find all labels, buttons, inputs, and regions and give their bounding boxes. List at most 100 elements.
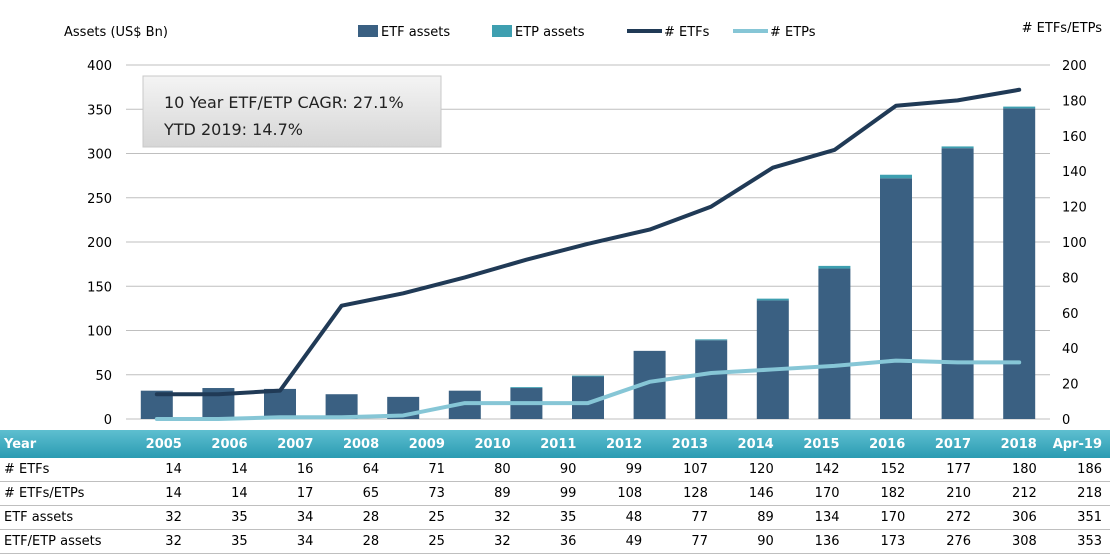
table-cell: 90 — [518, 458, 585, 482]
y2-tick-label: 200 — [1062, 59, 1087, 74]
table-cell: 107 — [650, 458, 716, 482]
bar-etp-assets — [572, 375, 604, 377]
table-cell: 16 — [255, 458, 322, 482]
y2-tick-label: 60 — [1062, 307, 1079, 322]
table-cell: 49 — [584, 529, 651, 554]
table-header-year: 2015 — [781, 430, 848, 458]
annotation-box: 10 Year ETF/ETP CAGR: 27.1% YTD 2019: 14… — [142, 75, 442, 148]
bar-etf-assets — [880, 178, 912, 419]
table-header-year: 2018 — [979, 430, 1045, 458]
y2-tick-label: 180 — [1062, 94, 1087, 109]
table-cell: 32 — [124, 529, 190, 554]
y-tick-label: 200 — [87, 236, 112, 251]
table-cell: 353 — [1044, 529, 1110, 554]
table-cell: 308 — [979, 529, 1045, 554]
table-header-year: 2010 — [452, 430, 519, 458]
annotation-cagr: 10 Year ETF/ETP CAGR: 27.1% — [164, 93, 404, 112]
table-cell: 14 — [124, 458, 190, 482]
table-cell: 34 — [255, 505, 322, 530]
table-row: ETF/ETP assets 32 35 34 28 25 32 36 49 77 90 136 173… — [0, 529, 1110, 554]
table-cell: 170 — [781, 481, 848, 506]
table-header-year: 2005 — [124, 430, 190, 458]
table-row: # ETFs 14 14 16 64 71 80 90 99 107 120 142 152 177 180… — [0, 458, 1110, 482]
legend: ETF assets ETP assets # ETFs # ETPs — [358, 25, 816, 40]
y-tick-label: 0 — [104, 413, 112, 428]
table-cell: 90 — [715, 529, 782, 554]
bar-etp-assets — [818, 265, 851, 269]
table-cell: 180 — [979, 458, 1045, 482]
y-tick-label: 400 — [87, 59, 112, 74]
table-cell: 108 — [584, 481, 651, 506]
y-tick-label: 350 — [87, 103, 112, 118]
table-cell: 48 — [584, 505, 651, 530]
bar-etf-assets — [818, 268, 851, 419]
y-tick-label: 150 — [87, 280, 112, 295]
table-cell: 152 — [847, 458, 914, 482]
annotation-background — [142, 75, 442, 148]
legend-label-etf-assets: ETF assets — [381, 25, 450, 40]
y2-tick-label: 20 — [1062, 378, 1079, 393]
assets-chart: 0 50 100 150 200 250 300 350 400 0 20 40 60 80 100 120… — [64, 21, 1103, 428]
y-tick-label: 250 — [87, 192, 112, 207]
table-header-year: 2006 — [189, 430, 256, 458]
legend-label-etfs: # ETFs — [664, 25, 710, 40]
table-row: ETF assets 32 35 34 28 25 32 35 48 77 89 134 170 272 3… — [0, 505, 1110, 530]
bar-etf-assets — [1003, 108, 1036, 420]
table-cell: 89 — [715, 505, 782, 530]
bar-etf-assets — [264, 388, 296, 419]
table-row: # ETFs/ETPs 14 14 17 65 73 89 99 108 128 146 170 182… — [0, 481, 1110, 506]
table-header-year: 2014 — [715, 430, 782, 458]
bar-etp-assets — [941, 146, 974, 149]
table-cell: 210 — [913, 481, 980, 506]
y-tick-label: 100 — [87, 325, 112, 340]
table-cell: 212 — [979, 481, 1045, 506]
table-cell: 272 — [913, 505, 980, 530]
table-header-year: 2016 — [847, 430, 914, 458]
table-cell: 186 — [1044, 458, 1110, 482]
line-etps — [154, 358, 1022, 421]
table-header-year: 2017 — [913, 430, 980, 458]
table-cell: 177 — [913, 458, 980, 482]
table-header-row: Year 2005 2006 2007 2008 2009 2010 2011 2012 2013… — [0, 430, 1110, 458]
table-cell: 146 — [715, 481, 782, 506]
table-cell: 65 — [321, 481, 388, 506]
line-etfs — [154, 87, 1022, 397]
y2-tick-label: 140 — [1062, 165, 1087, 180]
y2-tick-label: 120 — [1062, 201, 1087, 216]
y-tick-label: 50 — [95, 369, 112, 384]
table-cell: 32 — [452, 505, 519, 530]
table-cell: 36 — [518, 529, 585, 554]
table-header-year: Apr-19 — [1044, 430, 1110, 458]
table-cell: 28 — [321, 505, 388, 530]
bar-etf-assets — [756, 300, 789, 419]
table-cell: 351 — [1044, 505, 1110, 530]
y-tick-label: 300 — [87, 148, 112, 163]
table-header-year: 2008 — [321, 430, 388, 458]
y2-tick-label: 0 — [1062, 413, 1070, 428]
bar-etp-assets — [1003, 106, 1036, 109]
table-cell: 170 — [847, 505, 914, 530]
legend-label-etp-assets: ETP assets — [515, 25, 585, 40]
table-cell: 32 — [452, 529, 519, 554]
line-series — [154, 87, 1022, 421]
table-cell: 99 — [518, 481, 585, 506]
table-cell: 28 — [321, 529, 388, 554]
table-cell: 71 — [387, 458, 453, 482]
table-header-year: 2007 — [255, 430, 322, 458]
table-cell: 14 — [189, 458, 256, 482]
table-cell: 32 — [124, 505, 190, 530]
right-axis-title: # ETFs/ETPs — [1022, 21, 1103, 36]
y2-tick-label: 80 — [1062, 271, 1079, 286]
legend-swatch-etp-assets — [492, 25, 512, 37]
table-cell: 306 — [979, 505, 1045, 530]
bar-etf-assets — [325, 394, 358, 419]
table-cell: 35 — [189, 505, 256, 530]
table-row-label: # ETFs/ETPs — [0, 481, 125, 506]
legend-label-etps: # ETPs — [770, 25, 816, 40]
table-row-label: # ETFs — [0, 458, 125, 482]
legend-swatch-etf-assets — [358, 25, 378, 37]
table-cell: 120 — [715, 458, 782, 482]
left-axis-ticks: 0 50 100 150 200 250 300 350 400 — [87, 59, 112, 428]
table-cell: 128 — [650, 481, 716, 506]
table-cell: 73 — [387, 481, 453, 506]
